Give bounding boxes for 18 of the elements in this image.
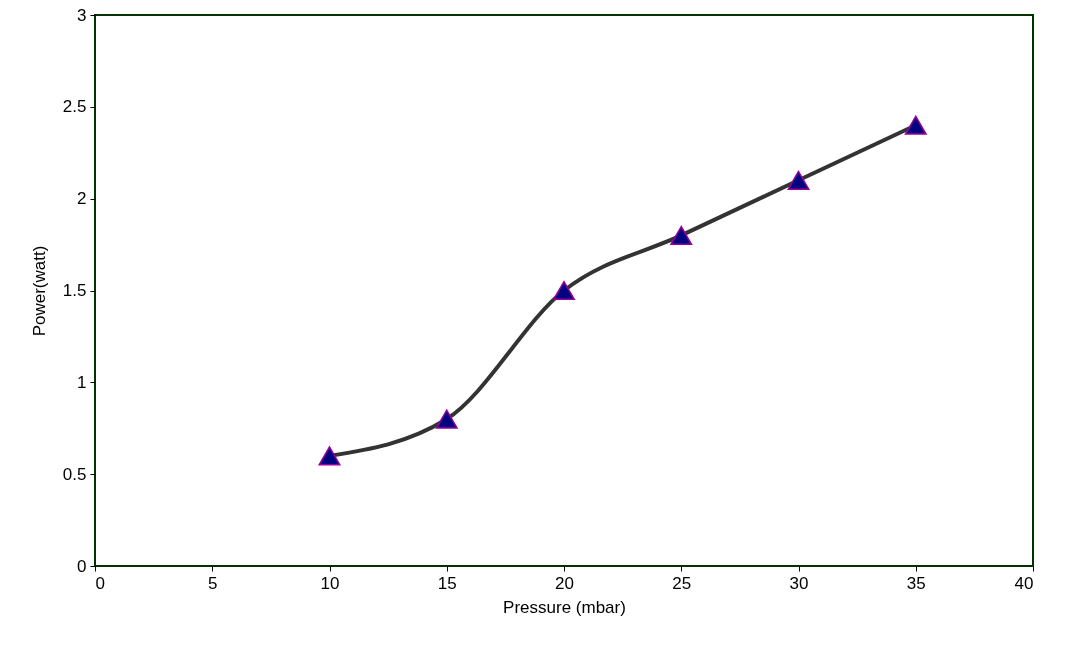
x-axis-title: Pressure (mbar) xyxy=(503,597,626,617)
x-tick-label: 15 xyxy=(437,573,457,593)
y-tick-label: 2.5 xyxy=(62,97,87,117)
x-tick-label: 5 xyxy=(208,573,218,593)
x-tick-label: 25 xyxy=(672,573,692,593)
y-tick-label: 3 xyxy=(77,5,87,25)
x-tick-label: 30 xyxy=(789,573,809,593)
x-tick-label: 0 xyxy=(95,573,105,593)
y-tick-label: 0 xyxy=(77,556,87,576)
y-tick-label: 2 xyxy=(77,189,87,209)
y-tick-label: 0.5 xyxy=(62,464,87,484)
x-tick-label: 20 xyxy=(555,573,574,593)
y-axis-title: Power(watt) xyxy=(29,245,49,337)
y-tick-label: 1 xyxy=(77,372,87,392)
x-tick-label: 40 xyxy=(1014,573,1034,593)
x-tick-label: 35 xyxy=(906,573,926,593)
x-tick-label: 10 xyxy=(320,573,340,593)
y-tick-label: 1.5 xyxy=(62,281,87,300)
